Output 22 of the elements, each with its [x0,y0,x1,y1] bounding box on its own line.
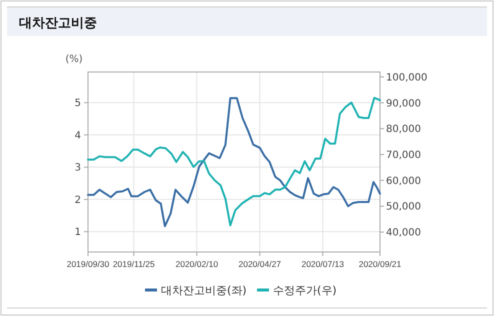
y-tick-label: 2 [74,194,81,206]
y-axis-title: (%) [65,54,83,65]
x-tick-label: 2020/04/27 [238,259,282,269]
y2-tick-label: 100,000 [386,72,428,84]
legend-label: 수정주가(우) [273,284,337,297]
y2-tick-label: 70,000 [386,150,421,161]
x-tick-label: 2019/11/25 [112,259,156,269]
x-tick-label: 2020/02/10 [176,259,218,269]
y-tick-label: 5 [74,98,81,110]
x-tick-label: 2020/09/21 [358,259,402,269]
x-tick-label: 2020/07/13 [301,259,344,269]
y2-tick-label: 60,000 [386,176,421,187]
chart-title: 대차잔고비중 [19,16,97,31]
y-tick-label: 3 [74,162,81,174]
legend-label: 대차잔고비중(좌) [161,284,247,297]
y2-tick-label: 80,000 [386,124,421,136]
y-tick-label: 4 [74,130,81,142]
y2-tick-label: 40,000 [386,228,421,239]
y2-tick-label: 50,000 [386,202,421,213]
y2-tick-label: 90,000 [386,98,421,110]
x-tick-label: 2019/09/30 [66,259,110,269]
y-tick-label: 1 [74,227,81,238]
